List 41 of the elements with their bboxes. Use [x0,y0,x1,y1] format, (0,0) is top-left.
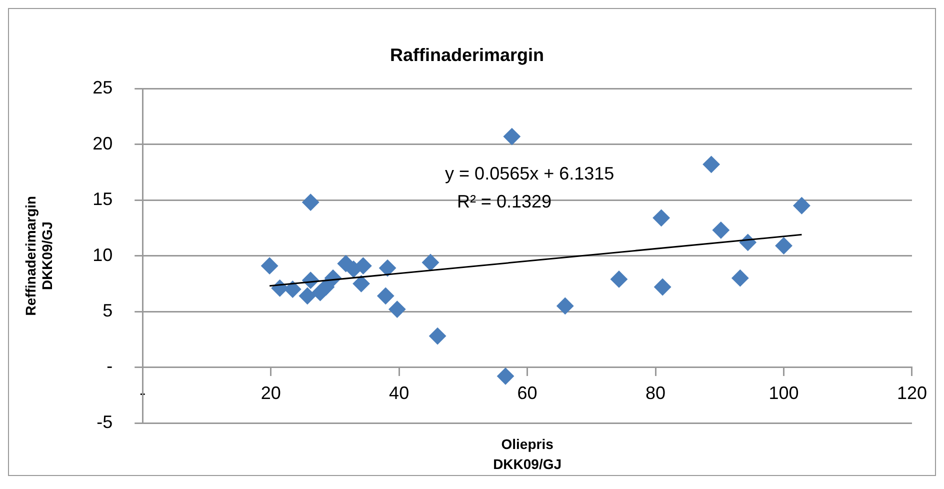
x-tick-label: 120 [896,383,928,404]
point [261,257,278,274]
point [732,270,749,287]
point [652,209,670,226]
annotation: R² = 0.1329 [456,192,552,212]
point [388,300,406,318]
point [702,156,720,173]
y-axis-title: Reffinaderimargin DKK09/GJ [22,196,56,316]
x-tick-label: 60 [517,383,538,404]
annotation: y = 0.0565x + 6.1315 [445,164,614,184]
y-tick-label: -5 [96,412,113,432]
point [712,222,730,239]
point [422,254,439,271]
x-axis-title: Oliepris DKK09/GJ [493,436,562,472]
point [377,287,394,304]
point [497,368,514,385]
point [793,197,810,214]
point [352,275,370,292]
x-tick-label: 100 [768,383,799,404]
y-tick-label: 20 [92,133,113,154]
y-tick-label: 5 [102,300,113,320]
y-tick-label: - [106,356,113,376]
point [654,278,672,296]
point [317,278,334,296]
x-tick-label: 40 [389,383,410,404]
point [610,270,628,288]
point [354,257,372,274]
x-tick-label: 80 [646,383,666,404]
point [556,297,574,314]
point [298,287,316,304]
point [302,194,320,211]
y-tick-label: 15 [92,189,113,210]
point [379,260,396,277]
point [775,237,792,254]
y-tick-label: 25 [92,78,113,98]
point [284,280,302,298]
y-tick-label: 10 [92,244,113,265]
x-tick-label: 20 [260,383,281,404]
chart-title: Raffinaderimargin [390,44,544,65]
point [429,328,446,345]
point [503,128,520,146]
